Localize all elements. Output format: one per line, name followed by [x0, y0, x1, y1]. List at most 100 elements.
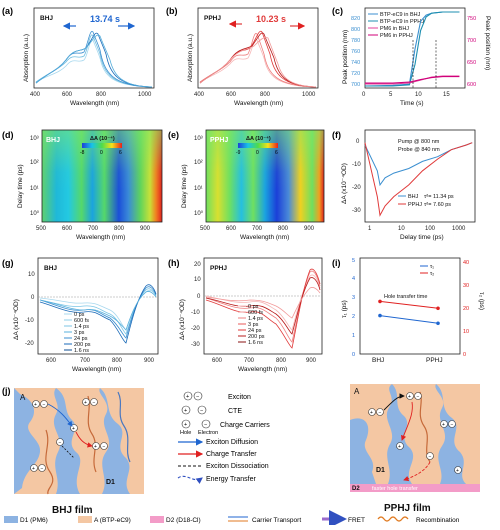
panel-d-xtick-5: 900	[140, 226, 151, 232]
panel-d-heatmap-fade	[42, 130, 162, 190]
svg-text:+: +	[442, 422, 445, 428]
panel-e-scale-title: ΔA (10⁻⁴)	[246, 136, 271, 142]
panel-a-xtick-1: 400	[30, 92, 41, 98]
panel-g: (g) BHJ 0 ps 600 fs 1.4 ps 3 ps 24 ps 20…	[2, 257, 159, 373]
pphj-region-d2: D2	[352, 486, 360, 492]
pphj-d2-layer	[350, 484, 480, 492]
panel-g-xtick-3: 800	[112, 358, 123, 364]
panel-b-xtick-2: 600	[226, 92, 237, 98]
panel-h-xtick-4: 900	[306, 358, 317, 364]
panel-d-ytick-3: 10¹	[30, 186, 39, 192]
panel-h-legend-5: 24 ps	[248, 328, 262, 334]
panel-i-ytl-6: 5	[352, 258, 355, 264]
panel-g-xtick-4: 900	[144, 358, 155, 364]
panel-a-spectra	[35, 30, 153, 88]
svg-text:−: −	[103, 444, 106, 450]
panel-h-ytick-3: 0	[197, 294, 201, 300]
svg-text:+: +	[186, 394, 189, 400]
panel-e-xtick-3: 700	[252, 226, 263, 232]
panel-a-time: 13.74 s	[90, 14, 120, 24]
panel-i-ytl-5: 4	[352, 276, 355, 282]
panel-g-ytick-3: -10	[25, 318, 34, 324]
panel-f-ytick-1: 0	[356, 139, 360, 145]
panel-d-scale-mid: 0	[100, 150, 103, 156]
legend-d2: D2 (D18-Cl)	[166, 517, 201, 524]
panel-c: (c) BTP-eC9 in BHJ BTP-eC9 in PPHJ PM6 i…	[332, 6, 491, 107]
panel-h-xtick-3: 800	[276, 358, 287, 364]
panel-f-line-2	[364, 142, 473, 217]
panel-f-pump: Pump @ 800 nm	[398, 139, 440, 145]
panel-h-legend-6: 200 ps	[248, 334, 265, 340]
panel-i-ytl-2: 1	[352, 333, 355, 339]
panel-h-legend: 0 ps 600 fs 1.4 ps 3 ps 24 ps 200 ps 1.6…	[238, 304, 265, 346]
panel-e: (e) PPHJ ΔA (10⁻⁴) -9 0 6 500 600 700 80…	[168, 129, 325, 241]
panel-d-xlabel: Wavelength (nm)	[76, 234, 125, 241]
panel-c-legend-1: BTP-eC9 in BHJ	[380, 12, 421, 18]
key-cte: CTE	[228, 408, 242, 415]
panel-i-yticks-right: 0 10 20 30 40	[463, 260, 469, 358]
panel-b-letter: (b)	[166, 6, 178, 16]
panel-e-xtick-1: 500	[200, 226, 211, 232]
panel-i-line-1	[379, 315, 439, 324]
panel-e-scale-max: 6	[275, 150, 278, 156]
panel-f-legend: BHJ τᵈ= 11.34 ps PPHJ τᵈ= 7.60 ps	[398, 193, 454, 208]
panel-e-xtick-5: 900	[304, 226, 315, 232]
panel-e-xtick-4: 800	[278, 226, 289, 232]
panel-h-ylabel: ΔA (x10⁻⁴OD)	[179, 299, 186, 340]
panel-b-spectra	[199, 30, 317, 88]
pphj-film-illustration: A D1 D2 faster hole transfer + − + − + −…	[350, 384, 480, 514]
panel-g-legend-5: 24 ps	[74, 336, 88, 342]
panel-b-xtick-4: 1000	[302, 92, 316, 98]
panel-f-letter: (f)	[332, 130, 341, 140]
panel-d-xtick-3: 700	[88, 226, 99, 232]
panel-c-ytr-3: 700	[467, 38, 476, 44]
key-electron: Electron	[198, 430, 218, 436]
panel-b: (b) PPHJ 10.23 s 400 600 800 1000 Wavele…	[166, 6, 319, 107]
panel-c-ytl-2: 720	[351, 71, 360, 77]
panel-a-xlabel: Wavelength (nm)	[70, 100, 119, 107]
panel-e-frame	[205, 129, 325, 223]
panel-h-xtick-1: 600	[212, 358, 223, 364]
panel-d: (d) BHJ ΔA (10⁻⁴) -8 0 6 500 600 700 800…	[2, 129, 163, 241]
bhj-film-label: BHJ film	[52, 505, 93, 516]
panel-i-cat-2: PPHJ	[426, 357, 443, 364]
panel-e-heatmap-fade	[206, 130, 324, 190]
svg-text:+: +	[184, 408, 187, 414]
panel-h-legend-2: 600 fs	[248, 310, 263, 316]
svg-text:+: +	[72, 426, 75, 432]
panel-f-tau-1: τᵈ= 11.34 ps	[424, 193, 454, 200]
panel-f-ytick-2: -10	[352, 162, 361, 168]
svg-text:+: +	[84, 400, 87, 406]
panel-c-legend-3: PM6 in BHJ	[380, 26, 409, 32]
panel-e-ylabel: Delay time (ps)	[181, 164, 188, 208]
panel-d-scale-title: ΔA (10⁻⁴)	[90, 136, 115, 142]
svg-text:−: −	[196, 394, 199, 400]
panel-a-ylabel: Absorption (a.u.)	[23, 34, 30, 82]
panel-g-frame	[37, 257, 159, 355]
panel-b-frame	[197, 7, 319, 89]
panel-f-ytick-3: -20	[352, 185, 361, 191]
panel-e-letter: (e)	[168, 130, 179, 140]
process-key: + − Exciton + − CTE + − Hole Electron Ch…	[177, 391, 270, 484]
legend-a: A (BTP-eC9)	[94, 517, 131, 524]
panel-h-ytick-6: -30	[191, 342, 200, 348]
svg-text:+: +	[32, 466, 35, 472]
svg-text:−: −	[429, 454, 432, 460]
bhj-film-illustration: A D1 + − + − + − + − + − BHJ film	[14, 388, 144, 516]
panel-e-ytick-2: 10²	[194, 160, 203, 166]
svg-text:−: −	[417, 394, 420, 400]
panel-d-ytick-1: 10³	[30, 136, 39, 142]
panel-i-frame	[359, 257, 461, 355]
panel-b-xtick-3: 800	[260, 92, 271, 98]
panel-h: (h) PPHJ 0 ps 600 fs 1.4 ps 3 ps 24 ps 2…	[168, 257, 323, 373]
bhj-region-a: A	[20, 393, 26, 402]
panel-f-xtick-2: 10	[398, 226, 405, 232]
panel-d-xtick-2: 600	[62, 226, 73, 232]
panel-g-legend-3: 1.4 ps	[74, 324, 89, 330]
panel-e-tag: PPHJ	[210, 137, 228, 144]
panel-i-ytr-1: 0	[463, 352, 466, 358]
panel-c-frame	[364, 7, 466, 89]
key-charge-carriers: Charge Carriers	[220, 422, 270, 429]
panel-h-legend-3: 1.4 ps	[248, 316, 263, 322]
legend-recombination: Recombination	[416, 517, 460, 524]
